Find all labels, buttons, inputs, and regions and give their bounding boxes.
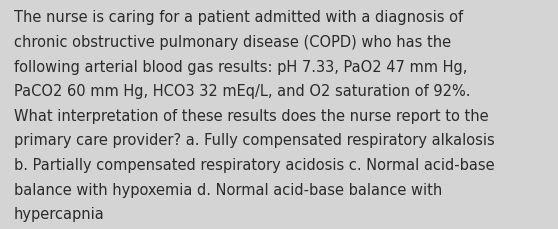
Text: following arterial blood gas results: pH 7.33, PaO2 47 mm Hg,: following arterial blood gas results: pH… <box>14 59 468 74</box>
Text: balance with hypoxemia d. Normal acid-base balance with: balance with hypoxemia d. Normal acid-ba… <box>14 182 442 197</box>
Text: primary care provider? a. Fully compensated respiratory alkalosis: primary care provider? a. Fully compensa… <box>14 133 495 148</box>
Text: What interpretation of these results does the nurse report to the: What interpretation of these results doe… <box>14 108 489 123</box>
Text: b. Partially compensated respiratory acidosis c. Normal acid-base: b. Partially compensated respiratory aci… <box>14 157 494 172</box>
Text: hypercapnia: hypercapnia <box>14 206 105 221</box>
Text: The nurse is caring for a patient admitted with a diagnosis of: The nurse is caring for a patient admitt… <box>14 10 463 25</box>
Text: chronic obstructive pulmonary disease (COPD) who has the: chronic obstructive pulmonary disease (C… <box>14 35 451 50</box>
Text: PaCO2 60 mm Hg, HCO3 32 mEq/L, and O2 saturation of 92%.: PaCO2 60 mm Hg, HCO3 32 mEq/L, and O2 sa… <box>14 84 470 99</box>
